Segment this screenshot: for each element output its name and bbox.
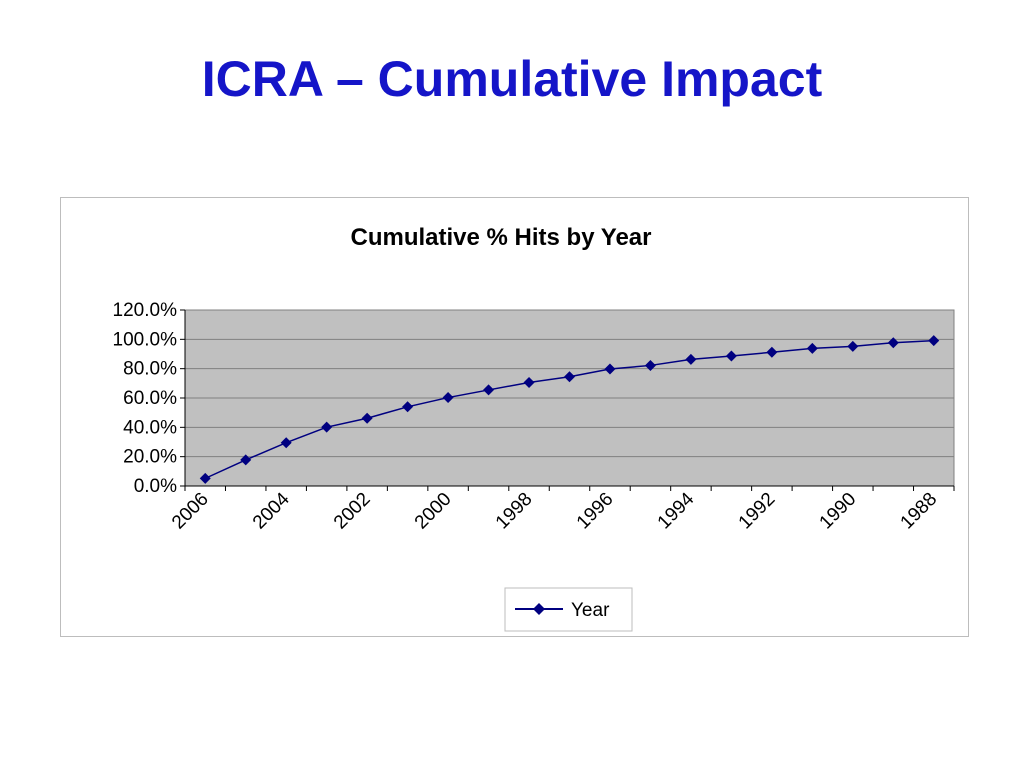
chart-container: Cumulative % Hits by Year 0.0% 20.0% 40.0%… bbox=[60, 197, 969, 637]
axes bbox=[180, 309, 955, 491]
x-tick-labels: 2006 2004 2002 2000 1998 1996 1994 1992 1990 1988 bbox=[168, 488, 941, 533]
series-year bbox=[199, 335, 940, 484]
x-tick-label: 1990 bbox=[816, 489, 861, 534]
data-point-marker bbox=[766, 346, 778, 358]
legend-diamond-marker bbox=[533, 603, 545, 615]
gridlines bbox=[185, 338, 954, 458]
x-tick-label: 1992 bbox=[735, 489, 780, 534]
data-point-marker bbox=[847, 340, 859, 352]
x-tick-label: 1988 bbox=[897, 489, 942, 534]
data-point-marker bbox=[887, 337, 899, 349]
x-tick-label: 1994 bbox=[654, 488, 699, 533]
y-tick-label: 40.0% bbox=[123, 417, 177, 438]
x-tick-label: 2004 bbox=[249, 488, 294, 533]
x-tick-label: 2002 bbox=[330, 489, 375, 534]
data-point-marker bbox=[806, 342, 818, 354]
chart-title: Cumulative % Hits by Year bbox=[350, 224, 651, 251]
y-tick-label: 80.0% bbox=[123, 359, 177, 380]
data-point-marker bbox=[280, 437, 292, 449]
y-tick-label: 20.0% bbox=[123, 447, 177, 468]
y-tick-label: 120.0% bbox=[113, 300, 178, 321]
data-point-marker bbox=[321, 421, 333, 433]
x-tick-label: 1998 bbox=[492, 489, 537, 534]
data-point-marker bbox=[523, 376, 535, 388]
slide-title: ICRA – Cumulative Impact bbox=[201, 51, 823, 107]
data-point-marker bbox=[685, 353, 697, 365]
y-tick-label: 0.0% bbox=[134, 476, 177, 497]
data-point-marker bbox=[928, 335, 940, 347]
data-point-marker bbox=[644, 359, 656, 371]
data-point-marker bbox=[402, 401, 414, 413]
data-point-marker bbox=[604, 363, 616, 375]
data-point-marker bbox=[564, 371, 575, 383]
y-tick-label: 100.0% bbox=[113, 329, 178, 350]
legend: Year bbox=[504, 587, 633, 632]
data-point-marker bbox=[442, 392, 454, 404]
x-tick-label: 1996 bbox=[573, 489, 618, 534]
legend-label: Year bbox=[571, 600, 610, 621]
data-point-marker bbox=[725, 350, 737, 362]
data-point-marker bbox=[361, 412, 373, 424]
y-tick-label: 60.0% bbox=[123, 388, 177, 409]
data-point-marker bbox=[483, 384, 495, 396]
data-point-marker bbox=[199, 472, 211, 484]
x-tick-label: 2000 bbox=[411, 489, 456, 534]
chart-svg: Cumulative % Hits by Year 0.0% 20.0% 40.0%… bbox=[113, 224, 955, 632]
data-point-marker bbox=[240, 454, 252, 466]
y-tick-labels: 0.0% 20.0% 40.0% 60.0% 80.0% 100.0% 120.0% bbox=[113, 300, 178, 497]
